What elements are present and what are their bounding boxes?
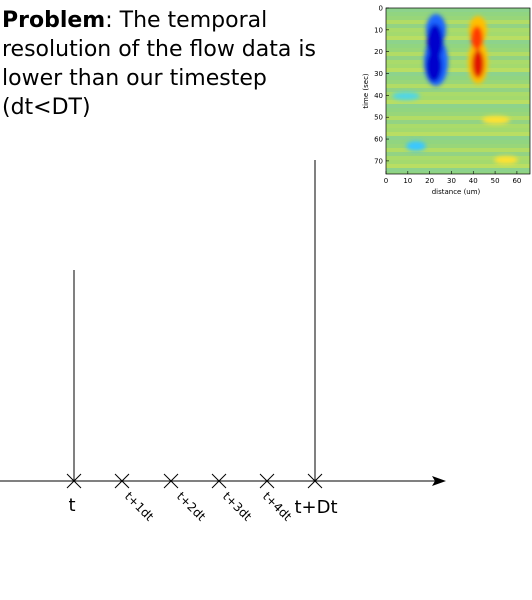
heatmap-frame [385, 7, 531, 175]
tick-label-t-2dt: t+2dt [174, 489, 209, 524]
heatmap-band [386, 92, 530, 96]
heatmap-band [386, 96, 530, 100]
timeline-arrowhead [432, 476, 446, 486]
heatmap-band [386, 8, 530, 12]
heatmap-band [386, 120, 530, 124]
heatmap-band [386, 60, 530, 64]
heatmap-band [386, 124, 530, 128]
heatmap-band [386, 88, 530, 92]
heatmap-band [386, 32, 530, 36]
heatmap-band [386, 136, 530, 140]
heatmap-ytick-label: 60 [374, 136, 383, 144]
heatmap-band [386, 112, 530, 116]
heatmap-xtick-label: 20 [425, 177, 434, 185]
heatmap-band [386, 108, 530, 112]
heatmap-xtick-label: 0 [384, 177, 388, 185]
timeline-tick-mark [163, 473, 179, 489]
heatmap-ytick-label: 20 [374, 48, 383, 56]
heatmap-band [386, 12, 530, 16]
heatmap-xtick-label: 40 [469, 177, 478, 185]
tick-label-t-3dt: t+3dt [220, 489, 255, 524]
problem-body: : The temporal resolution of the flow da… [2, 8, 316, 120]
heatmap-band [386, 144, 530, 148]
heatmap-ytick-label: 40 [374, 92, 383, 100]
tick-label-t-4dt: t+4dt [260, 489, 295, 524]
heatmap-band [386, 48, 530, 52]
heatmap-band [386, 100, 530, 104]
heatmap-band [386, 20, 530, 24]
tick-label-t-1dt: t+1dt [122, 489, 157, 524]
heatmap-xtick-label: 60 [512, 177, 521, 185]
heatmap-image [386, 8, 530, 174]
heatmap-band [386, 128, 530, 132]
heatmap-band [386, 152, 530, 156]
heatmap-band [386, 172, 530, 174]
heatmap-xtick-label: 50 [491, 177, 500, 185]
heatmap-ytick-label: 0 [379, 5, 383, 13]
timeline-tick-mark [211, 473, 227, 489]
heatmap-band [386, 160, 530, 164]
heatmap-xlabel: distance (um) [432, 188, 481, 196]
heatmap-band [386, 80, 530, 84]
heatmap-band [386, 104, 530, 108]
problem-statement: Problem: The temporal resolution of the … [2, 6, 342, 122]
heatmap-band [386, 64, 530, 68]
timeline-tick-mark [307, 473, 323, 489]
heatmap-band [386, 168, 530, 172]
heatmap-band [386, 76, 530, 80]
heatmap-xtick-label: 10 [403, 177, 412, 185]
heatmap-band [386, 36, 530, 40]
heatmap-ytick-label: 70 [374, 157, 383, 165]
heatmap-band [386, 56, 530, 60]
timeline-tick-mark [259, 473, 275, 489]
heatmap-band [386, 44, 530, 48]
heatmap-band [386, 148, 530, 152]
heatmap-band [386, 52, 530, 56]
heatmap-ytick-label: 30 [374, 70, 383, 78]
heatmap-band [386, 156, 530, 160]
timeline-tick-mark [66, 473, 82, 489]
heatmap-xtick-label: 30 [447, 177, 456, 185]
flow-heatmap: 0 10 20 30 40 50 60 0 10 20 30 40 50 60 70 distance (… [362, 5, 531, 196]
heatmap-band [386, 40, 530, 44]
heatmap-band [386, 140, 530, 144]
tick-label-t: t [68, 495, 75, 516]
tick-label-t-plus-Dt: t+Dt [294, 497, 337, 518]
heatmap-band [386, 164, 530, 168]
heatmap-band [386, 116, 530, 120]
heatmap-band [386, 16, 530, 20]
heatmap-ylabel: time (sec) [362, 73, 370, 109]
timeline-tick-mark [114, 473, 130, 489]
heatmap-band [386, 84, 530, 88]
problem-label: Problem [2, 8, 106, 33]
heatmap-ytick-label: 10 [374, 26, 383, 34]
heatmap-band [386, 72, 530, 76]
heatmap-band [386, 132, 530, 136]
heatmap-band [386, 68, 530, 72]
heatmap-band [386, 24, 530, 28]
heatmap-ytick-label: 50 [374, 114, 383, 122]
heatmap-band [386, 28, 530, 32]
